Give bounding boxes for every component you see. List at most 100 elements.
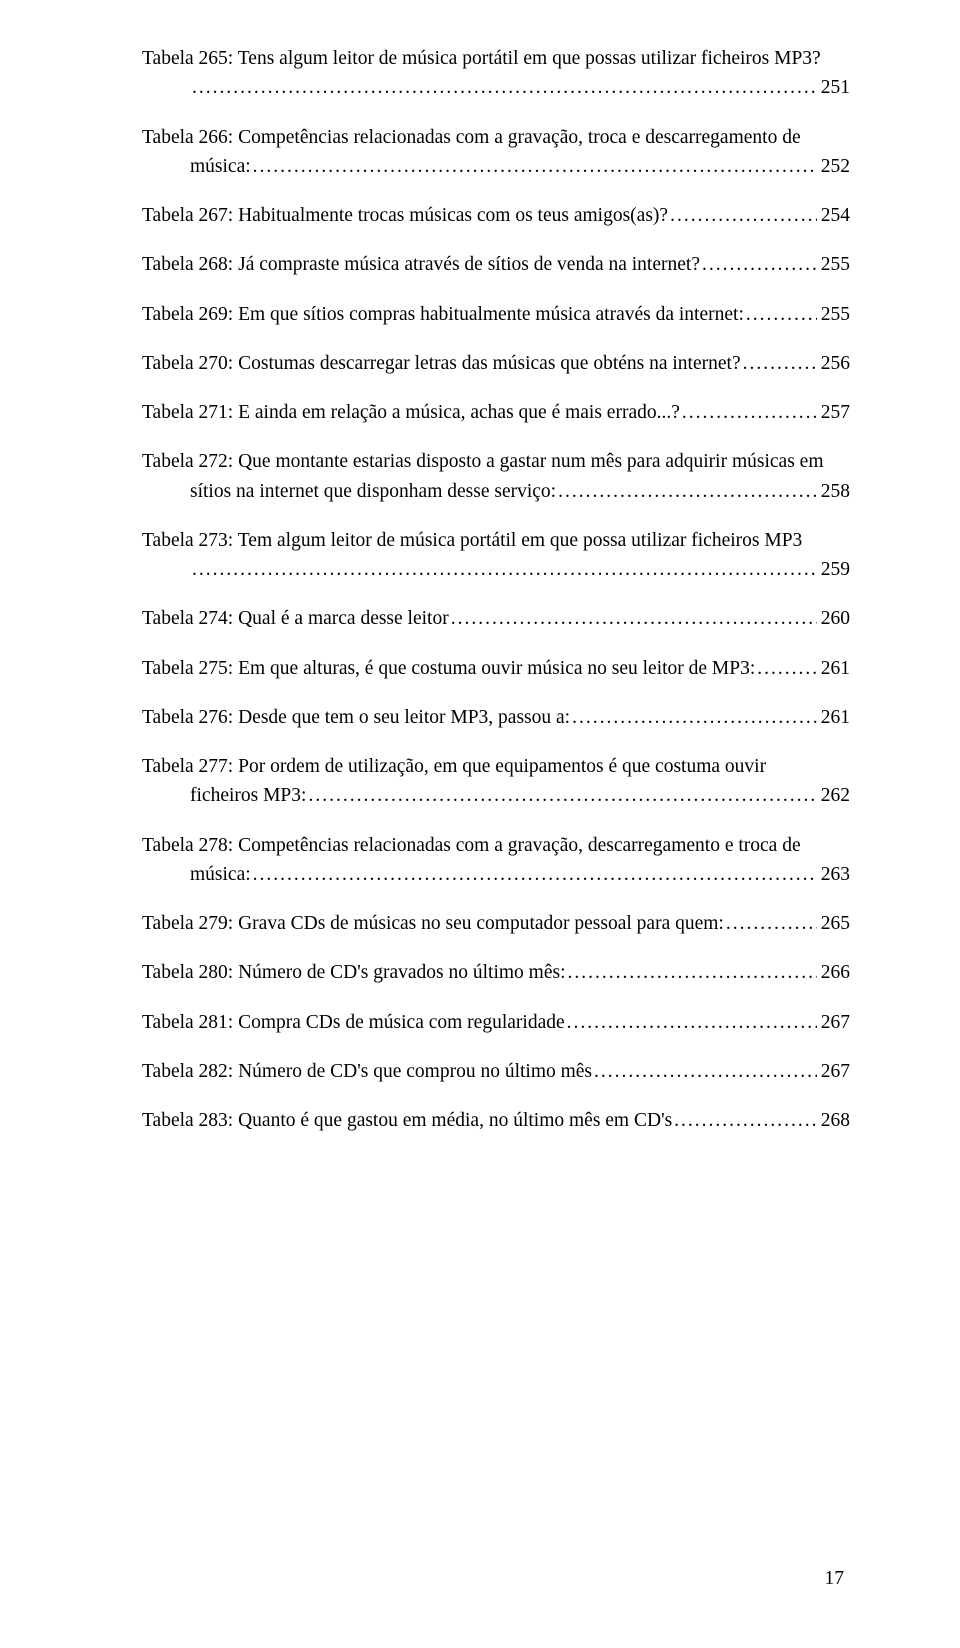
toc-entry: Tabela 283: Quanto é que gastou em média… bbox=[142, 1106, 850, 1135]
toc-entry-last-line: 251 bbox=[142, 73, 850, 102]
toc-entry-line: Tabela 277: Por ordem de utilização, em … bbox=[142, 752, 850, 781]
toc-page-ref: 266 bbox=[817, 958, 850, 987]
toc-entry: Tabela 266: Competências relacionadas co… bbox=[142, 123, 850, 182]
toc-leader-dots bbox=[251, 152, 817, 181]
toc-leader-dots bbox=[556, 477, 817, 506]
toc-page-ref: 258 bbox=[817, 477, 850, 506]
toc-entry-text: Tabela 274: Qual é a marca desse leitor bbox=[142, 604, 449, 633]
toc-leader-dots bbox=[449, 604, 817, 633]
toc-page-ref: 255 bbox=[817, 300, 850, 329]
toc-entry: Tabela 279: Grava CDs de músicas no seu … bbox=[142, 909, 850, 938]
toc-page-ref: 257 bbox=[817, 398, 850, 427]
toc-entry-text: Tabela 282: Número de CD's que comprou n… bbox=[142, 1057, 592, 1086]
toc-leader-dots bbox=[565, 1008, 817, 1037]
toc-entry-last-line: Tabela 279: Grava CDs de músicas no seu … bbox=[142, 909, 850, 938]
toc-entry-line: Tabela 278: Competências relacionadas co… bbox=[142, 831, 850, 860]
toc-entry-last-line: Tabela 283: Quanto é que gastou em média… bbox=[142, 1106, 850, 1135]
toc-page-ref: 267 bbox=[817, 1008, 850, 1037]
toc-entry-text: música: bbox=[190, 860, 251, 889]
toc-entry-last-line: ficheiros MP3: 262 bbox=[142, 781, 850, 810]
toc-leader-dots bbox=[672, 1106, 817, 1135]
toc-leader-dots bbox=[668, 201, 817, 230]
toc-entry-text: Tabela 267: Habitualmente trocas músicas… bbox=[142, 201, 668, 230]
toc-page-ref: 261 bbox=[817, 703, 850, 732]
toc-entry-text: Tabela 269: Em que sítios compras habitu… bbox=[142, 300, 744, 329]
toc-entry: Tabela 277: Por ordem de utilização, em … bbox=[142, 752, 850, 811]
toc-page-ref: 259 bbox=[817, 555, 850, 584]
toc-entry: Tabela 267: Habitualmente trocas músicas… bbox=[142, 201, 850, 230]
toc-page-ref: 268 bbox=[817, 1106, 850, 1135]
toc-entry: Tabela 275: Em que alturas, é que costum… bbox=[142, 654, 850, 683]
toc-entry: Tabela 282: Número de CD's que comprou n… bbox=[142, 1057, 850, 1086]
toc-entry: Tabela 274: Qual é a marca desse leitor … bbox=[142, 604, 850, 633]
toc-leader-dots bbox=[741, 349, 817, 378]
document-page: Tabela 265: Tens algum leitor de música … bbox=[0, 0, 960, 1648]
toc-leader-dots bbox=[306, 781, 816, 810]
toc-page-ref: 254 bbox=[817, 201, 850, 230]
toc-leader-dots bbox=[592, 1057, 817, 1086]
toc-entry-text: Tabela 280: Número de CD's gravados no ú… bbox=[142, 958, 566, 987]
toc-entry: Tabela 270: Costumas descarregar letras … bbox=[142, 349, 850, 378]
toc-entry-last-line: Tabela 268: Já compraste música através … bbox=[142, 250, 850, 279]
toc-leader-dots bbox=[190, 555, 817, 584]
toc-entry-text: música: bbox=[190, 152, 251, 181]
toc-entry-last-line: Tabela 267: Habitualmente trocas músicas… bbox=[142, 201, 850, 230]
toc-page-ref: 260 bbox=[817, 604, 850, 633]
toc-leader-dots bbox=[744, 300, 817, 329]
toc-entry-last-line: Tabela 281: Compra CDs de música com reg… bbox=[142, 1008, 850, 1037]
toc-entry-text: Tabela 283: Quanto é que gastou em média… bbox=[142, 1106, 672, 1135]
toc-entry-text: Tabela 271: E ainda em relação a música,… bbox=[142, 398, 680, 427]
toc-page-ref: 255 bbox=[817, 250, 850, 279]
toc-page-ref: 267 bbox=[817, 1057, 850, 1086]
toc-entry: Tabela 265: Tens algum leitor de música … bbox=[142, 44, 850, 103]
toc-entry-last-line: música: 252 bbox=[142, 152, 850, 181]
toc-entry: Tabela 271: E ainda em relação a música,… bbox=[142, 398, 850, 427]
toc-entry-last-line: sítios na internet que disponham desse s… bbox=[142, 477, 850, 506]
toc-entry: Tabela 268: Já compraste música através … bbox=[142, 250, 850, 279]
toc-entry: Tabela 281: Compra CDs de música com reg… bbox=[142, 1008, 850, 1037]
toc-page-ref: 251 bbox=[817, 73, 850, 102]
toc-entry-text: sítios na internet que disponham desse s… bbox=[190, 477, 556, 506]
toc-page-ref: 261 bbox=[817, 654, 850, 683]
toc-page-ref: 265 bbox=[817, 909, 850, 938]
toc-entry-last-line: Tabela 271: E ainda em relação a música,… bbox=[142, 398, 850, 427]
toc-entry-text: Tabela 268: Já compraste música através … bbox=[142, 250, 700, 279]
toc-entry: Tabela 269: Em que sítios compras habitu… bbox=[142, 300, 850, 329]
toc-leader-dots bbox=[700, 250, 817, 279]
toc-entry-line: Tabela 265: Tens algum leitor de música … bbox=[142, 44, 850, 73]
toc-leader-dots bbox=[724, 909, 817, 938]
toc-entry: Tabela 273: Tem algum leitor de música p… bbox=[142, 526, 850, 585]
toc-leader-dots bbox=[251, 860, 817, 889]
toc-entry-last-line: Tabela 280: Número de CD's gravados no ú… bbox=[142, 958, 850, 987]
toc-entry-last-line: Tabela 275: Em que alturas, é que costum… bbox=[142, 654, 850, 683]
toc-entry-last-line: Tabela 274: Qual é a marca desse leitor … bbox=[142, 604, 850, 633]
toc-entry-text: ficheiros MP3: bbox=[190, 781, 306, 810]
toc-entry: Tabela 278: Competências relacionadas co… bbox=[142, 831, 850, 890]
toc-entry-line: Tabela 272: Que montante estarias dispos… bbox=[142, 447, 850, 476]
toc-entry-last-line: 259 bbox=[142, 555, 850, 584]
toc-leader-dots bbox=[570, 703, 817, 732]
toc-entry: Tabela 276: Desde que tem o seu leitor M… bbox=[142, 703, 850, 732]
toc-entry-last-line: Tabela 282: Número de CD's que comprou n… bbox=[142, 1057, 850, 1086]
toc-page-ref: 252 bbox=[817, 152, 850, 181]
toc-leader-dots bbox=[190, 73, 817, 102]
toc-entry-last-line: Tabela 269: Em que sítios compras habitu… bbox=[142, 300, 850, 329]
toc-leader-dots bbox=[680, 398, 817, 427]
toc-page-ref: 262 bbox=[817, 781, 850, 810]
toc-entry: Tabela 280: Número de CD's gravados no ú… bbox=[142, 958, 850, 987]
toc-entry-text: Tabela 275: Em que alturas, é que costum… bbox=[142, 654, 755, 683]
table-of-contents: Tabela 265: Tens algum leitor de música … bbox=[142, 44, 850, 1135]
toc-entry-text: Tabela 276: Desde que tem o seu leitor M… bbox=[142, 703, 570, 732]
toc-leader-dots bbox=[566, 958, 817, 987]
toc-entry: Tabela 272: Que montante estarias dispos… bbox=[142, 447, 850, 506]
toc-entry-last-line: música: 263 bbox=[142, 860, 850, 889]
toc-entry-last-line: Tabela 276: Desde que tem o seu leitor M… bbox=[142, 703, 850, 732]
page-number: 17 bbox=[825, 1568, 845, 1590]
toc-page-ref: 263 bbox=[817, 860, 850, 889]
toc-entry-text: Tabela 270: Costumas descarregar letras … bbox=[142, 349, 741, 378]
toc-entry-line: Tabela 273: Tem algum leitor de música p… bbox=[142, 526, 850, 555]
toc-entry-text: Tabela 281: Compra CDs de música com reg… bbox=[142, 1008, 565, 1037]
toc-entry-last-line: Tabela 270: Costumas descarregar letras … bbox=[142, 349, 850, 378]
toc-entry-line: Tabela 266: Competências relacionadas co… bbox=[142, 123, 850, 152]
toc-leader-dots bbox=[755, 654, 816, 683]
